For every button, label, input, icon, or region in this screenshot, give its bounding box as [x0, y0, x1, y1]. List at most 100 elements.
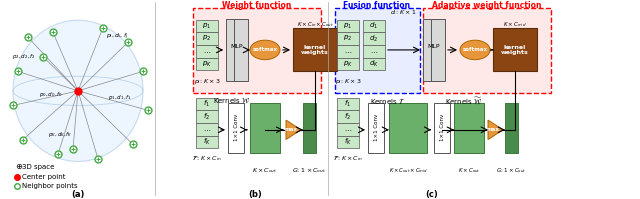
Bar — [196, 123, 218, 136]
Polygon shape — [286, 120, 301, 139]
FancyBboxPatch shape — [335, 8, 420, 93]
Text: $d_i$: $K\times 1$: $d_i$: $K\times 1$ — [390, 8, 417, 17]
Text: $p_K$: $p_K$ — [202, 60, 212, 69]
Text: 3D space: 3D space — [22, 164, 54, 170]
Ellipse shape — [460, 40, 490, 60]
Bar — [337, 20, 359, 32]
Bar — [226, 19, 240, 81]
Text: (b): (b) — [248, 190, 262, 199]
Text: $f_2$: $f_2$ — [344, 112, 351, 122]
Bar — [337, 123, 359, 136]
Bar — [196, 58, 218, 70]
Ellipse shape — [13, 20, 143, 161]
Text: $\cdots$: $\cdots$ — [344, 126, 352, 132]
Bar — [431, 19, 445, 81]
Text: $f_1$: $f_1$ — [344, 99, 351, 109]
Text: $K\times C_{mid}$: $K\times C_{mid}$ — [503, 20, 527, 29]
Bar — [337, 98, 359, 110]
Bar — [454, 102, 484, 153]
Text: Kernels $\mathcal{T}$: Kernels $\mathcal{T}$ — [370, 96, 406, 106]
Text: $p_1$: $p_1$ — [202, 21, 212, 31]
FancyBboxPatch shape — [193, 8, 321, 93]
Bar — [363, 20, 385, 32]
Bar — [250, 102, 280, 153]
Text: $d_1$: $d_1$ — [369, 21, 378, 31]
Text: 1×1 Conv: 1×1 Conv — [234, 114, 239, 141]
Text: $\cdots$: $\cdots$ — [370, 48, 378, 54]
Polygon shape — [488, 120, 503, 139]
FancyBboxPatch shape — [423, 8, 551, 93]
Text: $\oplus$: $\oplus$ — [15, 162, 23, 171]
Text: Weight function: Weight function — [222, 1, 292, 10]
Text: $\mathcal{F}$: $K\times C_{in}$: $\mathcal{F}$: $K\times C_{in}$ — [333, 155, 363, 163]
Text: $K\times C_{out}$: $K\times C_{out}$ — [252, 166, 278, 175]
Bar — [293, 28, 337, 71]
Text: $\cdots$: $\cdots$ — [344, 48, 352, 54]
Text: $f_K$: $f_K$ — [344, 137, 352, 147]
Bar — [196, 32, 218, 45]
Text: $p_K$: $p_K$ — [343, 60, 353, 69]
Text: $\mathcal{F}$: $K\times C_{in}$: $\mathcal{F}$: $K\times C_{in}$ — [192, 155, 222, 163]
Text: $p_i$: $K\times 3$: $p_i$: $K\times 3$ — [335, 77, 362, 86]
Text: kernel
weights: kernel weights — [501, 45, 529, 55]
Bar — [337, 136, 359, 148]
Bar — [337, 45, 359, 58]
Text: $G$: $1\times C_{out}$: $G$: $1\times C_{out}$ — [292, 166, 326, 175]
Text: max: max — [486, 127, 499, 132]
Text: $d_2$: $d_2$ — [369, 34, 378, 44]
Text: $p_i$: $K\times 3$: $p_i$: $K\times 3$ — [194, 77, 220, 86]
Bar — [337, 32, 359, 45]
Text: $G$: $1\times C_{out}$: $G$: $1\times C_{out}$ — [496, 166, 526, 175]
Text: Adaptive weight function: Adaptive weight function — [432, 1, 541, 10]
Bar — [505, 102, 518, 153]
Text: $p_2, d_2, f_2$: $p_2, d_2, f_2$ — [12, 52, 36, 61]
Text: Center point: Center point — [22, 174, 65, 179]
Bar — [234, 19, 248, 81]
Text: $p_2$: $p_2$ — [202, 34, 212, 43]
Text: $d_K$: $d_K$ — [369, 59, 379, 69]
Text: max: max — [285, 127, 298, 132]
Bar — [337, 110, 359, 123]
Text: 1×1 Conv: 1×1 Conv — [374, 114, 378, 141]
Bar — [423, 19, 437, 81]
Ellipse shape — [250, 40, 280, 60]
Text: $p_1$: $p_1$ — [344, 21, 353, 31]
Bar — [434, 102, 450, 153]
Text: $p_2$: $p_2$ — [344, 34, 353, 43]
Text: $K\times C_{out}$: $K\times C_{out}$ — [458, 166, 480, 175]
Bar — [363, 58, 385, 70]
Text: $f_2$: $f_2$ — [204, 112, 211, 122]
Text: softmax: softmax — [253, 47, 278, 52]
Text: $p_i, d_i, f_j$: $p_i, d_i, f_j$ — [106, 32, 129, 42]
Text: $p_0, d_0, f_0$: $p_0, d_0, f_0$ — [39, 90, 63, 99]
Bar — [389, 102, 427, 153]
Text: Kernels $\widetilde{\mathcal{W}}$: Kernels $\widetilde{\mathcal{W}}$ — [445, 95, 483, 106]
Text: Fusion function: Fusion function — [344, 1, 411, 10]
Bar — [196, 110, 218, 123]
Bar — [196, 45, 218, 58]
Text: $f_K$: $f_K$ — [203, 137, 211, 147]
Text: $p_K, d_K, f_K$: $p_K, d_K, f_K$ — [48, 130, 73, 139]
Bar — [368, 102, 384, 153]
Bar — [196, 136, 218, 148]
Bar — [493, 28, 537, 71]
Bar — [363, 45, 385, 58]
Bar — [228, 102, 244, 153]
Bar — [363, 32, 385, 45]
Text: (a): (a) — [71, 190, 84, 199]
Text: Kernels $\mathcal{W}$: Kernels $\mathcal{W}$ — [213, 96, 250, 105]
Bar — [337, 58, 359, 70]
Bar — [196, 98, 218, 110]
Text: $K\times C_{out}\times C_{mid}$: $K\times C_{out}\times C_{mid}$ — [388, 166, 428, 175]
Text: kernel
weights: kernel weights — [301, 45, 329, 55]
Text: $f_1$: $f_1$ — [204, 99, 211, 109]
Bar — [303, 102, 316, 153]
Text: $\cdots$: $\cdots$ — [203, 48, 211, 54]
Text: Neighbor points: Neighbor points — [22, 183, 77, 189]
Text: $K\times C_{in}\times C_{out}$: $K\times C_{in}\times C_{out}$ — [296, 20, 333, 29]
Text: $\cdots$: $\cdots$ — [203, 126, 211, 132]
Text: softmax: softmax — [463, 47, 488, 52]
Text: (c): (c) — [426, 190, 438, 199]
Text: MLP: MLP — [428, 45, 440, 50]
Bar — [196, 20, 218, 32]
